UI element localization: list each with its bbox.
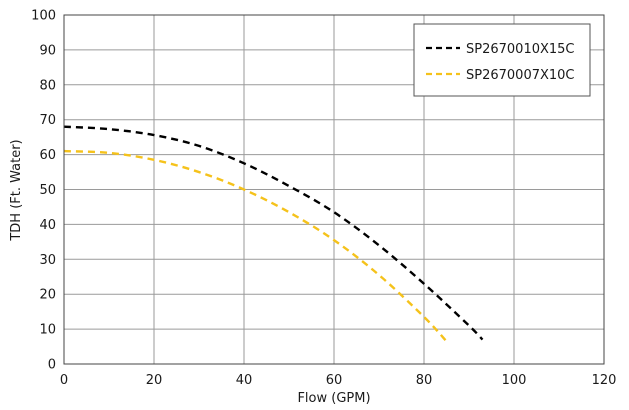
y-tick-label: 30 bbox=[39, 253, 56, 268]
legend-label-series-1: SP2670010X15C bbox=[466, 42, 575, 57]
x-tick-label: 20 bbox=[146, 373, 163, 388]
x-tick-label: 40 bbox=[236, 373, 253, 388]
y-tick-label: 20 bbox=[39, 288, 56, 303]
x-tick-label: 0 bbox=[60, 373, 68, 388]
x-axis-label: Flow (GPM) bbox=[297, 391, 370, 406]
y-tick-label: 0 bbox=[48, 358, 56, 373]
y-tick-label: 70 bbox=[39, 113, 56, 128]
y-tick-label: 10 bbox=[39, 323, 56, 338]
y-tick-label: 40 bbox=[39, 218, 56, 233]
legend-box bbox=[413, 23, 591, 97]
x-tick-label: 80 bbox=[416, 373, 433, 388]
legend: SP2670010X15C SP2670007X10C bbox=[413, 23, 591, 97]
series-lines bbox=[63, 125, 484, 343]
y-tick-label: 100 bbox=[31, 9, 56, 24]
y-tick-label: 50 bbox=[39, 183, 56, 198]
x-tick-label: 100 bbox=[502, 373, 527, 388]
x-tick-labels: 0 20 40 60 80 100 120 bbox=[60, 373, 617, 388]
y-axis-label: TDH (Ft. Water) bbox=[9, 139, 24, 241]
y-tick-label: 80 bbox=[39, 78, 56, 93]
y-tick-label: 90 bbox=[39, 43, 56, 58]
series-line-1 bbox=[63, 125, 484, 341]
y-tick-labels: 0 10 20 30 40 50 60 70 80 90 100 bbox=[31, 9, 56, 373]
x-tick-label: 120 bbox=[592, 373, 617, 388]
series-line-2 bbox=[63, 149, 448, 343]
y-tick-label: 60 bbox=[39, 148, 56, 163]
plot-frame bbox=[63, 14, 605, 365]
x-tick-label: 60 bbox=[326, 373, 343, 388]
axes bbox=[63, 14, 605, 365]
legend-label-series-2: SP2670007X10C bbox=[466, 68, 575, 83]
